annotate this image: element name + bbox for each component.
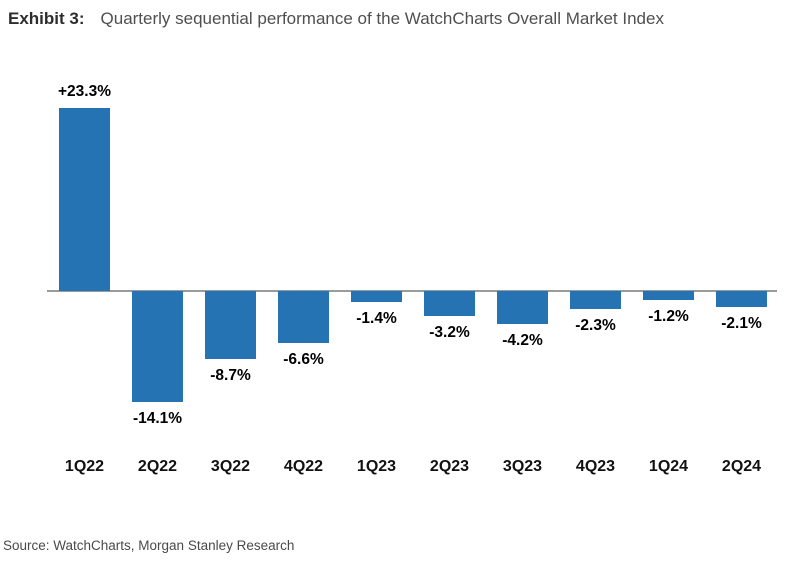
bar-4Q22 (278, 291, 329, 343)
chart-title: Quarterly sequential performance of the … (100, 9, 664, 28)
bar-2Q24 (716, 291, 767, 308)
value-label-2Q22: -14.1% (132, 409, 183, 427)
x-axis-label-4Q23: 4Q23 (575, 458, 616, 475)
value-label-4Q23: -2.3% (575, 317, 616, 335)
bar-4Q23 (570, 291, 621, 310)
x-axis-label-4Q22: 4Q22 (283, 458, 324, 475)
value-label-3Q22: -8.7% (210, 367, 251, 385)
x-axis-label-1Q23: 1Q23 (356, 458, 397, 475)
bar-1Q22 (59, 108, 110, 291)
x-axis-label-2Q24: 2Q24 (721, 458, 762, 475)
value-label-1Q23: -1.4% (356, 309, 397, 327)
bar-3Q23 (497, 291, 548, 324)
bar-1Q23 (351, 291, 402, 302)
x-axis-label-2Q23: 2Q23 (429, 458, 470, 475)
x-axis-label-2Q22: 2Q22 (137, 458, 178, 475)
value-label-2Q23: -3.2% (429, 324, 470, 342)
value-label-3Q23: -4.2% (502, 331, 543, 349)
bar-2Q23 (424, 291, 475, 317)
exhibit-header: Exhibit 3: Quarterly sequential performan… (8, 8, 664, 30)
bar-1Q24 (643, 291, 694, 301)
source-note: Source: WatchCharts, Morgan Stanley Rese… (3, 538, 295, 553)
value-label-4Q22: -6.6% (283, 350, 324, 368)
zero-axis-line (47, 290, 777, 292)
exhibit-label: Exhibit 3: (8, 9, 85, 28)
bar-3Q22 (205, 291, 256, 360)
value-label-1Q22: +23.3% (57, 83, 111, 101)
value-label-2Q24: -2.1% (721, 315, 762, 333)
x-axis-label-3Q23: 3Q23 (502, 458, 543, 475)
x-axis-label-1Q22: 1Q22 (64, 458, 105, 475)
x-axis-label-3Q22: 3Q22 (210, 458, 251, 475)
value-label-1Q24: -1.2% (648, 308, 689, 326)
x-axis-label-1Q24: 1Q24 (648, 458, 689, 475)
bar-2Q22 (132, 291, 183, 402)
